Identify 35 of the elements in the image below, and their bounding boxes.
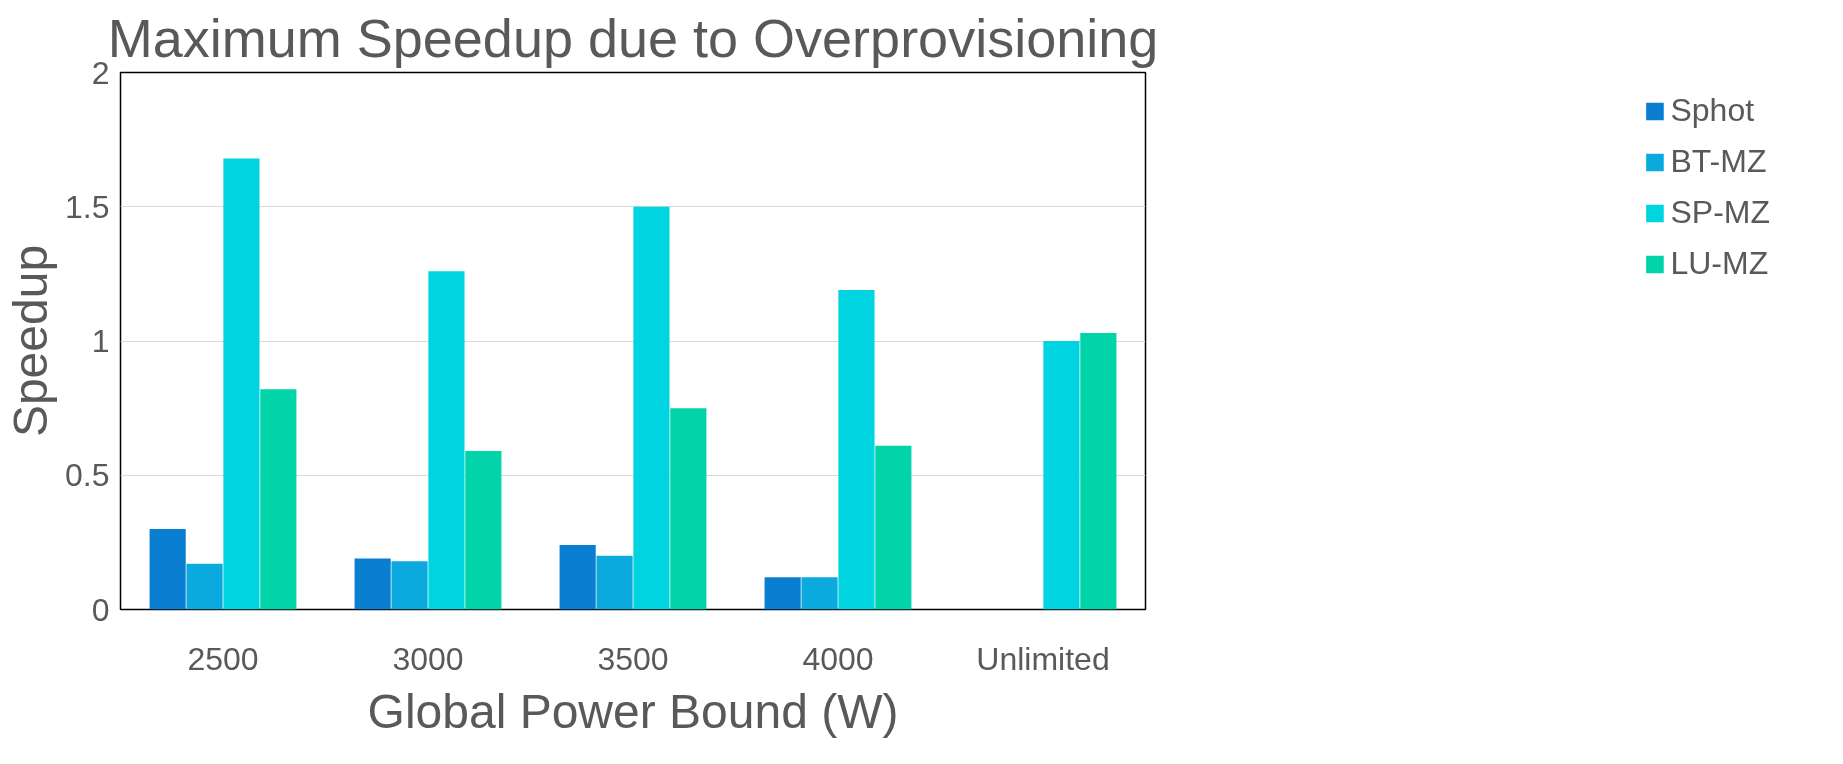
x-tick-label: 2500 bbox=[187, 640, 259, 677]
x-tick-label: Unlimited bbox=[976, 640, 1110, 677]
bar bbox=[596, 555, 633, 610]
legend-label: Sphot bbox=[1670, 92, 1755, 129]
bar bbox=[465, 451, 502, 610]
bar bbox=[559, 545, 596, 610]
bar bbox=[223, 158, 260, 610]
bar bbox=[1080, 332, 1117, 610]
bar bbox=[875, 445, 912, 610]
y-tick-label: 1 bbox=[91, 323, 110, 359]
bar bbox=[391, 561, 428, 610]
x-tick-label: 3500 bbox=[597, 640, 669, 677]
bar bbox=[764, 577, 801, 610]
bar bbox=[186, 563, 223, 610]
bar bbox=[260, 389, 297, 610]
legend-label: BT-MZ bbox=[1670, 143, 1767, 180]
y-tick-label: 2 bbox=[91, 54, 110, 91]
bar bbox=[428, 271, 465, 610]
y-tick-label: 0.5 bbox=[65, 457, 110, 494]
y-axis-title: Speedup bbox=[4, 244, 58, 438]
bar bbox=[838, 289, 875, 610]
legend-label: SP-MZ bbox=[1670, 194, 1770, 231]
bar bbox=[354, 558, 391, 610]
bar bbox=[149, 528, 186, 610]
bar bbox=[633, 206, 670, 610]
bar bbox=[670, 408, 707, 610]
x-tick-label: 3000 bbox=[392, 640, 464, 677]
x-axis-title: Global Power Bound (W) bbox=[367, 684, 899, 738]
bar bbox=[801, 577, 838, 610]
legend-label: LU-MZ bbox=[1670, 245, 1769, 282]
bar bbox=[1043, 341, 1080, 610]
y-tick-label: 0 bbox=[91, 591, 110, 628]
x-tick-label: 4000 bbox=[802, 640, 874, 677]
y-tick-label: 1.5 bbox=[65, 188, 110, 225]
chart-title: Maximum Speedup due to Overprovisioning bbox=[107, 7, 1159, 68]
